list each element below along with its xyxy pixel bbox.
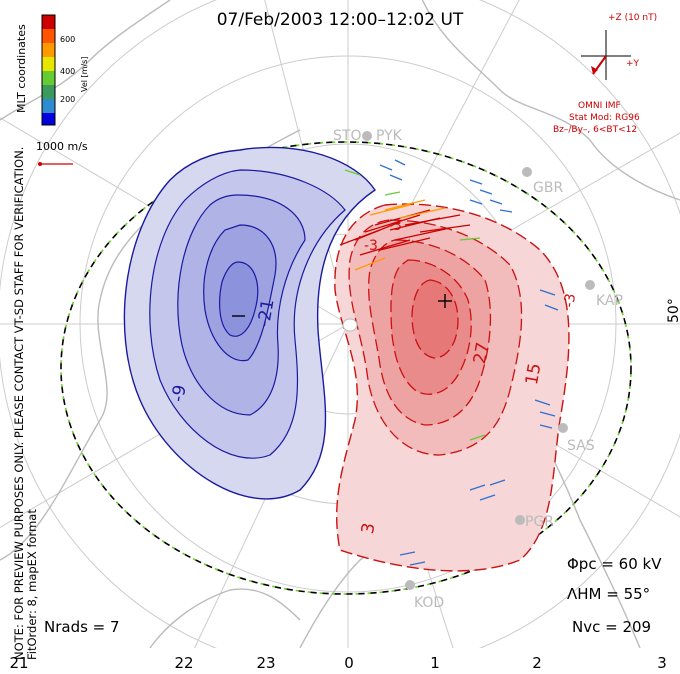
radar-count: Nrads = 7 bbox=[44, 618, 120, 636]
colorbar-label: Vel [m/s] bbox=[80, 56, 89, 92]
mlt-tick-0: 0 bbox=[344, 654, 354, 672]
preview-note: NOTE: FOR PREVIEW PURPOSES ONLY. PLEASE … bbox=[12, 147, 39, 660]
polar-cap-potential: Φpc = 60 kV bbox=[567, 555, 662, 573]
coordinates-label: MLT coordinates bbox=[15, 24, 28, 113]
contour-label-pos-27: 27 bbox=[470, 340, 494, 366]
imf-bz-label: +Z (10 nT) bbox=[608, 13, 658, 23]
contour-label-neg-3a: -3 bbox=[364, 238, 378, 254]
imf-clock-dial bbox=[581, 30, 631, 80]
imf-by-label: +Y bbox=[626, 59, 640, 69]
station-gbr: GBR bbox=[533, 180, 564, 196]
station-markers bbox=[362, 131, 595, 590]
mlt-tick-3: 3 bbox=[657, 654, 667, 672]
pole-marker bbox=[342, 318, 358, 332]
contour-label-pos-m3b: -3 bbox=[561, 292, 580, 309]
mlt-tick-1: 1 bbox=[430, 654, 440, 672]
colorbar-tick-200: 200 bbox=[60, 95, 76, 104]
imf-model: Stat Mod: RG96 bbox=[569, 113, 640, 123]
imf-source: OMNI IMF bbox=[578, 101, 621, 111]
negative-potential-cell bbox=[123, 146, 376, 500]
latitude-label: 50° bbox=[666, 298, 680, 323]
colorbar-tick-400: 400 bbox=[60, 67, 76, 76]
contour-label-pos-m3: -3 bbox=[388, 218, 402, 234]
mlt-tick-22: 22 bbox=[174, 654, 194, 672]
vector-scale-arrow bbox=[38, 162, 73, 166]
station-sas: SAS bbox=[567, 438, 595, 454]
contour-label-neg-9: -9 bbox=[168, 383, 191, 404]
station-pgr: PGR bbox=[525, 514, 555, 530]
velocity-colorbar bbox=[41, 14, 56, 126]
positive-potential-cell bbox=[334, 203, 570, 572]
station-sto: STO bbox=[333, 128, 362, 144]
map-title: 07/Feb/2003 12:00–12:02 UT bbox=[216, 10, 464, 30]
colorbar-tick-600: 600 bbox=[60, 35, 76, 44]
mlt-tick-23: 23 bbox=[256, 654, 276, 672]
mlt-tick-2: 2 bbox=[532, 654, 542, 672]
contour-label-pos-15: 15 bbox=[522, 361, 546, 387]
station-kod: KOD bbox=[414, 595, 445, 611]
mlt-tick-21: 21 bbox=[9, 654, 29, 672]
vector-scale-label: 1000 m/s bbox=[36, 140, 88, 153]
preview-note-line-2: FitOrder: 8, mapEX format bbox=[25, 509, 39, 660]
station-pyk: PYK bbox=[376, 128, 402, 144]
station-kap: KAP bbox=[596, 293, 623, 309]
velocity-vectors bbox=[339, 159, 559, 566]
imf-condition: Bz–/By–, 6<BT<12 bbox=[553, 125, 638, 135]
hm-boundary-latitude: ΛHM = 55° bbox=[567, 585, 651, 603]
vector-count: Nvc = 209 bbox=[572, 618, 652, 636]
